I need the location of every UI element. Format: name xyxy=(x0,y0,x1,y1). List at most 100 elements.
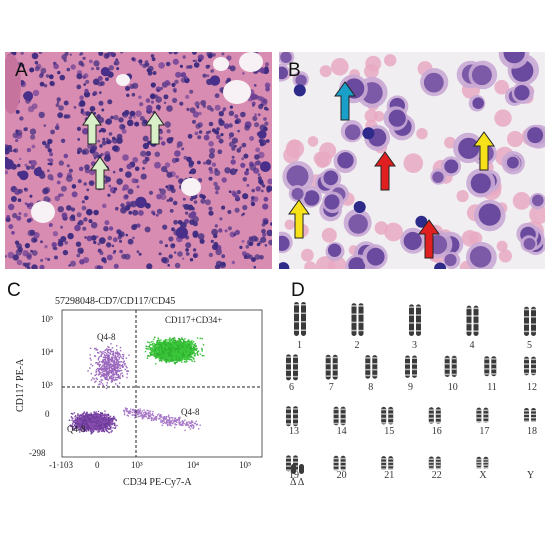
chromosome-13 xyxy=(293,406,298,427)
quadrant-ul-label: Q4-8 xyxy=(97,332,116,342)
chromosome-12 xyxy=(531,356,536,376)
chromosome-7 xyxy=(332,354,338,380)
chromosome-8 xyxy=(365,355,371,379)
chromosome-14 xyxy=(333,406,339,426)
panel-b: B xyxy=(279,52,545,269)
y-tick-4: -298 xyxy=(29,448,46,458)
panel-a-image xyxy=(5,52,272,269)
chromosome-14 xyxy=(340,406,346,426)
chromosome-17 xyxy=(476,407,482,423)
arrow-green-3 xyxy=(90,156,110,190)
chromosome-7 xyxy=(325,354,331,380)
chromosome-label: 19 xyxy=(289,470,299,481)
chromosome-label: 17 xyxy=(479,426,489,437)
chromosome-label: 7 xyxy=(329,382,334,393)
flow-title: 57298048-CD7/CD117/CD45 xyxy=(55,296,175,307)
chromosome-label: 14 xyxy=(337,426,347,437)
chromosome-11 xyxy=(484,356,490,377)
chromosome-label: 4 xyxy=(470,340,475,351)
chromosome-16 xyxy=(435,407,441,424)
chromosome-9 xyxy=(405,355,410,378)
x-tick-1: 0 xyxy=(95,460,100,470)
chromosome-label: X xyxy=(479,470,487,481)
chromosome-3 xyxy=(416,304,421,336)
chromosome-10 xyxy=(451,355,457,377)
panel-c: C 57298048-CD7/CD117/CD45 Q4-8 CD117+CD3… xyxy=(5,280,275,500)
chromosome-4 xyxy=(473,305,479,336)
chromosome-12 xyxy=(524,356,529,376)
chromosome-label: 3 xyxy=(412,340,417,351)
chromosome-label: 22 xyxy=(432,470,442,481)
y-tick-0: 10⁵ xyxy=(41,314,53,324)
chromosome-label: 10 xyxy=(448,382,458,393)
chromosome-8 xyxy=(372,355,378,379)
chromosome-17 xyxy=(483,407,489,423)
chromosome-3 xyxy=(409,304,414,336)
chromosome-label: 18 xyxy=(527,426,537,437)
chromosome-label: 16 xyxy=(432,426,442,437)
y-tick-2: 10³ xyxy=(41,380,53,390)
chromosome-1 xyxy=(301,302,306,336)
chromosome-9 xyxy=(412,355,417,378)
chromosome-11 xyxy=(491,356,497,377)
arrow-green-2 xyxy=(145,111,165,145)
chromosome-5 xyxy=(531,306,536,336)
chromosome-label: 6 xyxy=(289,382,294,393)
panel-d: D 1 2 3 4 5 6 7 8 9 10 11 12 13 14 15 16 17 18 19 20 21 22 X Y Δ… xyxy=(283,280,545,500)
chromosome-label: 8 xyxy=(368,382,373,393)
chromosome-6 xyxy=(293,354,298,381)
chromosome-5 xyxy=(524,306,529,336)
panel-d-label: D xyxy=(291,280,305,301)
chromosome-label: 21 xyxy=(384,470,394,481)
flow-plot-area xyxy=(61,309,263,458)
chromosome-1 xyxy=(294,302,299,336)
chromosome-label: 20 xyxy=(337,470,347,481)
x-axis-label: CD34 PE-Cy7-A xyxy=(123,477,192,488)
quadrant-ll-label: Q4-8 xyxy=(67,424,86,434)
arrow-red-2 xyxy=(418,219,440,259)
chromosome-label: 1 xyxy=(297,340,302,351)
panel-c-plot: 57298048-CD7/CD117/CD45 Q4-8 CD117+CD34+… xyxy=(15,296,263,488)
panel-a: A xyxy=(5,52,272,269)
arrow-yellow-1 xyxy=(473,131,495,171)
chromosome-label: 13 xyxy=(289,426,299,437)
quadrant-lr-label: Q4-8 xyxy=(181,407,200,417)
x-tick-3: 10⁴ xyxy=(187,460,199,470)
chromosome-label: 15 xyxy=(384,426,394,437)
chromosome-16 xyxy=(428,407,434,424)
panel-b-label: B xyxy=(288,60,301,81)
chromosome-6 xyxy=(286,354,291,381)
x-tick-0: -1·103 xyxy=(49,460,73,470)
panel-a-label: A xyxy=(15,60,28,81)
chromosome-15 xyxy=(388,406,394,425)
chromosome-label: Y xyxy=(527,470,534,481)
y-axis-label: CD117 PE-A xyxy=(15,358,26,412)
quadrant-ur-label: CD117+CD34+ xyxy=(165,315,222,325)
x-tick-2: 10³ xyxy=(131,460,143,470)
chromosome-2 xyxy=(358,303,364,336)
chromosome-20 xyxy=(340,455,346,471)
chromosome-label: 5 xyxy=(527,340,532,351)
panel-c-label: C xyxy=(7,280,21,301)
chromosome-19 xyxy=(286,455,291,472)
panel-b-image xyxy=(279,52,545,269)
chromosome-label: 11 xyxy=(487,382,497,393)
derivative-label: Δ Δ xyxy=(290,477,305,488)
chromosome-15 xyxy=(381,406,387,425)
chromosome-2 xyxy=(351,303,357,336)
y-tick-3: 0 xyxy=(45,409,50,419)
chromosome-label: 12 xyxy=(527,382,537,393)
x-tick-4: 10⁵ xyxy=(239,460,251,470)
chromosome-10 xyxy=(444,355,450,377)
arrow-green-1 xyxy=(82,111,102,145)
chromosome-label: 2 xyxy=(355,340,360,351)
arrow-red-1 xyxy=(374,151,396,191)
arrow-yellow-2 xyxy=(288,199,310,239)
y-tick-1: 10⁴ xyxy=(41,347,53,357)
chromosome-13 xyxy=(286,406,291,427)
arrow-teal xyxy=(334,81,356,121)
chromosome-4 xyxy=(466,305,472,336)
chromosome-20 xyxy=(333,455,339,471)
chromosome-label: 9 xyxy=(408,382,413,393)
